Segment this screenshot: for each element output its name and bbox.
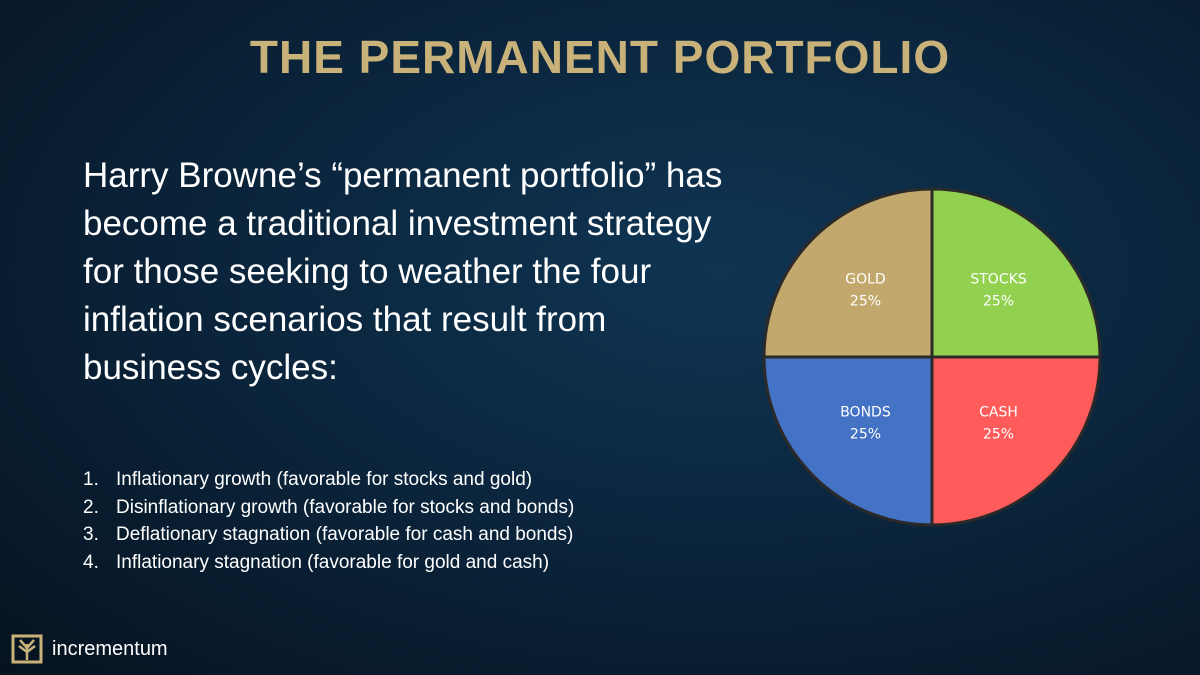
slice-value-label: 25% bbox=[850, 293, 881, 309]
pie-slice bbox=[762, 187, 934, 359]
list-item: 1. Inflationary growth (favorable for sto… bbox=[83, 466, 574, 494]
list-text: Disinflationary growth (favorable for st… bbox=[116, 496, 575, 518]
title: THE PERMANENT PORTFOLIO bbox=[249, 31, 951, 83]
pie-slice bbox=[930, 187, 1102, 359]
list-item: 3. Deflationary stagnation (favorable for… bbox=[83, 521, 574, 549]
list-item: 2. Disinflationary growth (favorable for … bbox=[83, 494, 574, 522]
list-text: Inflationary growth (favorable for stock… bbox=[116, 469, 533, 490]
list-item: 4. Inflationary stagnation (favorable for… bbox=[83, 549, 574, 577]
list-number: 1. bbox=[83, 469, 99, 490]
paragraph: Harry Browne’s “permanent portfolio” has… bbox=[83, 156, 723, 387]
pie-chart: STOCKS 25% CASH 25% BONDS 25% GOLD 25% bbox=[762, 187, 1102, 527]
pie-slice bbox=[930, 355, 1102, 527]
scenario-list: 1. Inflationary growth (favorable for sto… bbox=[83, 466, 574, 576]
logo-icon bbox=[11, 634, 43, 664]
slice-label: GOLD bbox=[845, 271, 885, 287]
list-number: 2. bbox=[83, 496, 99, 518]
slice-label: BONDS bbox=[840, 405, 891, 421]
pie-slice bbox=[762, 355, 934, 527]
slice-value-label: 25% bbox=[850, 427, 881, 443]
slice-value-label: 25% bbox=[983, 427, 1014, 443]
list-text: Deflationary stagnation (favorable for c… bbox=[116, 524, 574, 545]
logo-text: incrementum bbox=[52, 637, 168, 660]
slice-label: CASH bbox=[979, 405, 1018, 421]
logo: incrementum bbox=[10, 632, 168, 666]
list-text: Inflationary stagnation (favorable for g… bbox=[116, 551, 550, 573]
list-number: 3. bbox=[83, 524, 99, 545]
list-number: 4. bbox=[83, 551, 99, 573]
slice-value-label: 25% bbox=[983, 293, 1014, 309]
slice-label: STOCKS bbox=[970, 271, 1026, 287]
